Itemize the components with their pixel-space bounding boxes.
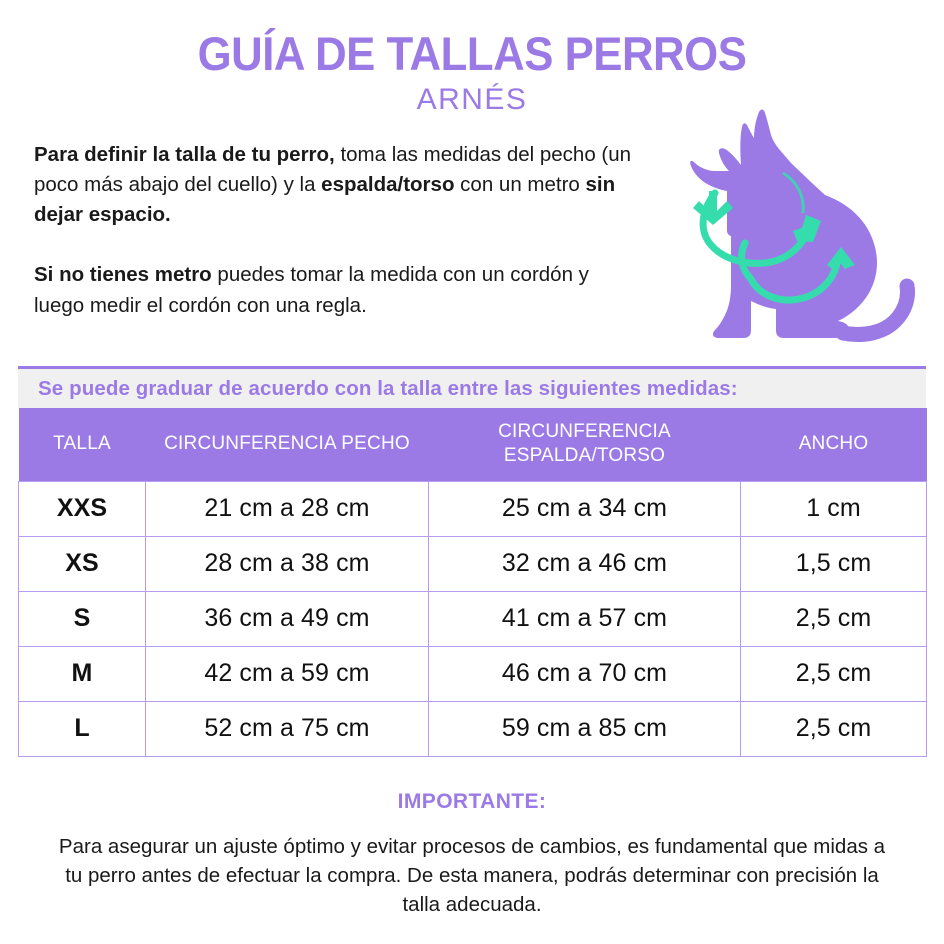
intro-regular-1: toma las medidas del pecho (un poco más … <box>34 143 632 197</box>
important-label: IMPORTANTE: <box>397 790 547 813</box>
intro-bold-4: Si no tienes metro <box>34 263 212 287</box>
intro-bold-1: Para definir la talla de tu perro, <box>34 143 335 166</box>
cell-pecho: 28 cm a 38 cm <box>145 535 429 592</box>
column-header-ancho: ANCHO <box>740 408 927 482</box>
cell-espalda: 25 cm a 34 cm <box>428 480 741 537</box>
size-table: TALLA CIRCUNFERENCIA PECHO CIRCUNFERENCI… <box>18 408 927 757</box>
cell-talla: XS <box>18 535 146 592</box>
table-row: M 42 cm a 59 cm 46 cm a 70 cm 2,5 cm <box>18 645 927 702</box>
intro-regular-3: puedes tomar la medida con un cordón y l… <box>34 263 589 317</box>
cell-pecho: 42 cm a 59 cm <box>145 645 429 702</box>
cell-espalda: 41 cm a 57 cm <box>428 590 741 647</box>
cell-espalda: 59 cm a 85 cm <box>428 700 741 757</box>
intro-text-block: Para definir la talla de tu perro, toma … <box>34 140 634 321</box>
cell-ancho: 1,5 cm <box>740 535 927 592</box>
footer-section: IMPORTANTE: Para asegurar un ajuste ópti… <box>0 790 944 919</box>
intro-regular-2: con un metro <box>454 173 586 197</box>
page-title: GUÍA DE TALLAS PERROS <box>197 27 747 80</box>
table-body: XXS 21 cm a 28 cm 25 cm a 34 cm 1 cm XS … <box>18 480 927 757</box>
table-header-row: TALLA CIRCUNFERENCIA PECHO CIRCUNFERENCI… <box>18 408 927 482</box>
cell-talla: XXS <box>18 480 146 537</box>
column-header-talla: TALLA <box>18 408 146 482</box>
table-head: TALLA CIRCUNFERENCIA PECHO CIRCUNFERENCI… <box>18 408 927 482</box>
table-banner: Se puede graduar de acuerdo con la talla… <box>18 366 926 408</box>
cell-espalda: 46 cm a 70 cm <box>428 645 741 702</box>
cell-ancho: 2,5 cm <box>740 645 927 702</box>
cell-pecho: 21 cm a 28 cm <box>145 480 429 537</box>
table-row: XS 28 cm a 38 cm 32 cm a 46 cm 1,5 cm <box>18 535 927 592</box>
chest-measure-arrow-icon <box>693 189 821 267</box>
cell-pecho: 36 cm a 49 cm <box>145 590 429 647</box>
cell-talla: M <box>18 645 146 702</box>
table-row: XXS 21 cm a 28 cm 25 cm a 34 cm 1 cm <box>18 480 927 537</box>
cell-ancho: 2,5 cm <box>740 700 927 757</box>
cell-pecho: 52 cm a 75 cm <box>145 700 429 757</box>
page-subtitle: ARNÉS <box>416 83 528 116</box>
cell-talla: S <box>18 590 146 647</box>
dog-illustration <box>655 105 944 345</box>
size-table-section: Se puede graduar de acuerdo con la talla… <box>18 366 927 757</box>
intro-bold-2: espalda/torso <box>321 173 455 197</box>
intro-bold-3: sin dejar espacio. <box>34 173 616 227</box>
cell-talla: L <box>18 700 146 757</box>
footer-note: Para asegurar un ajuste óptimo y evitar … <box>58 835 886 917</box>
intro-paragraph-2: Si no tienes metro puedes tomar la medid… <box>34 260 634 320</box>
column-header-circunferencia-espalda-torso: CIRCUNFERENCIA ESPALDA/TORSO <box>428 408 741 482</box>
page-header: GUÍA DE TALLAS PERROS ARNÉS <box>0 0 944 115</box>
intro-paragraph-1: Para definir la talla de tu perro, toma … <box>34 140 634 230</box>
dog-silhouette-icon <box>690 109 915 342</box>
table-row: S 36 cm a 49 cm 41 cm a 57 cm 2,5 cm <box>18 590 927 647</box>
column-header-circunferencia-pecho: CIRCUNFERENCIA PECHO <box>145 408 429 482</box>
neck-arc-icon <box>782 171 805 214</box>
cell-espalda: 32 cm a 46 cm <box>428 535 741 592</box>
cell-ancho: 1 cm <box>740 480 927 537</box>
torso-measure-arrow-icon <box>738 239 855 304</box>
cell-ancho: 2,5 cm <box>740 590 927 647</box>
table-banner-text: Se puede graduar de acuerdo con la talla… <box>38 376 738 400</box>
table-row: L 52 cm a 75 cm 59 cm a 85 cm 2,5 cm <box>18 700 927 757</box>
